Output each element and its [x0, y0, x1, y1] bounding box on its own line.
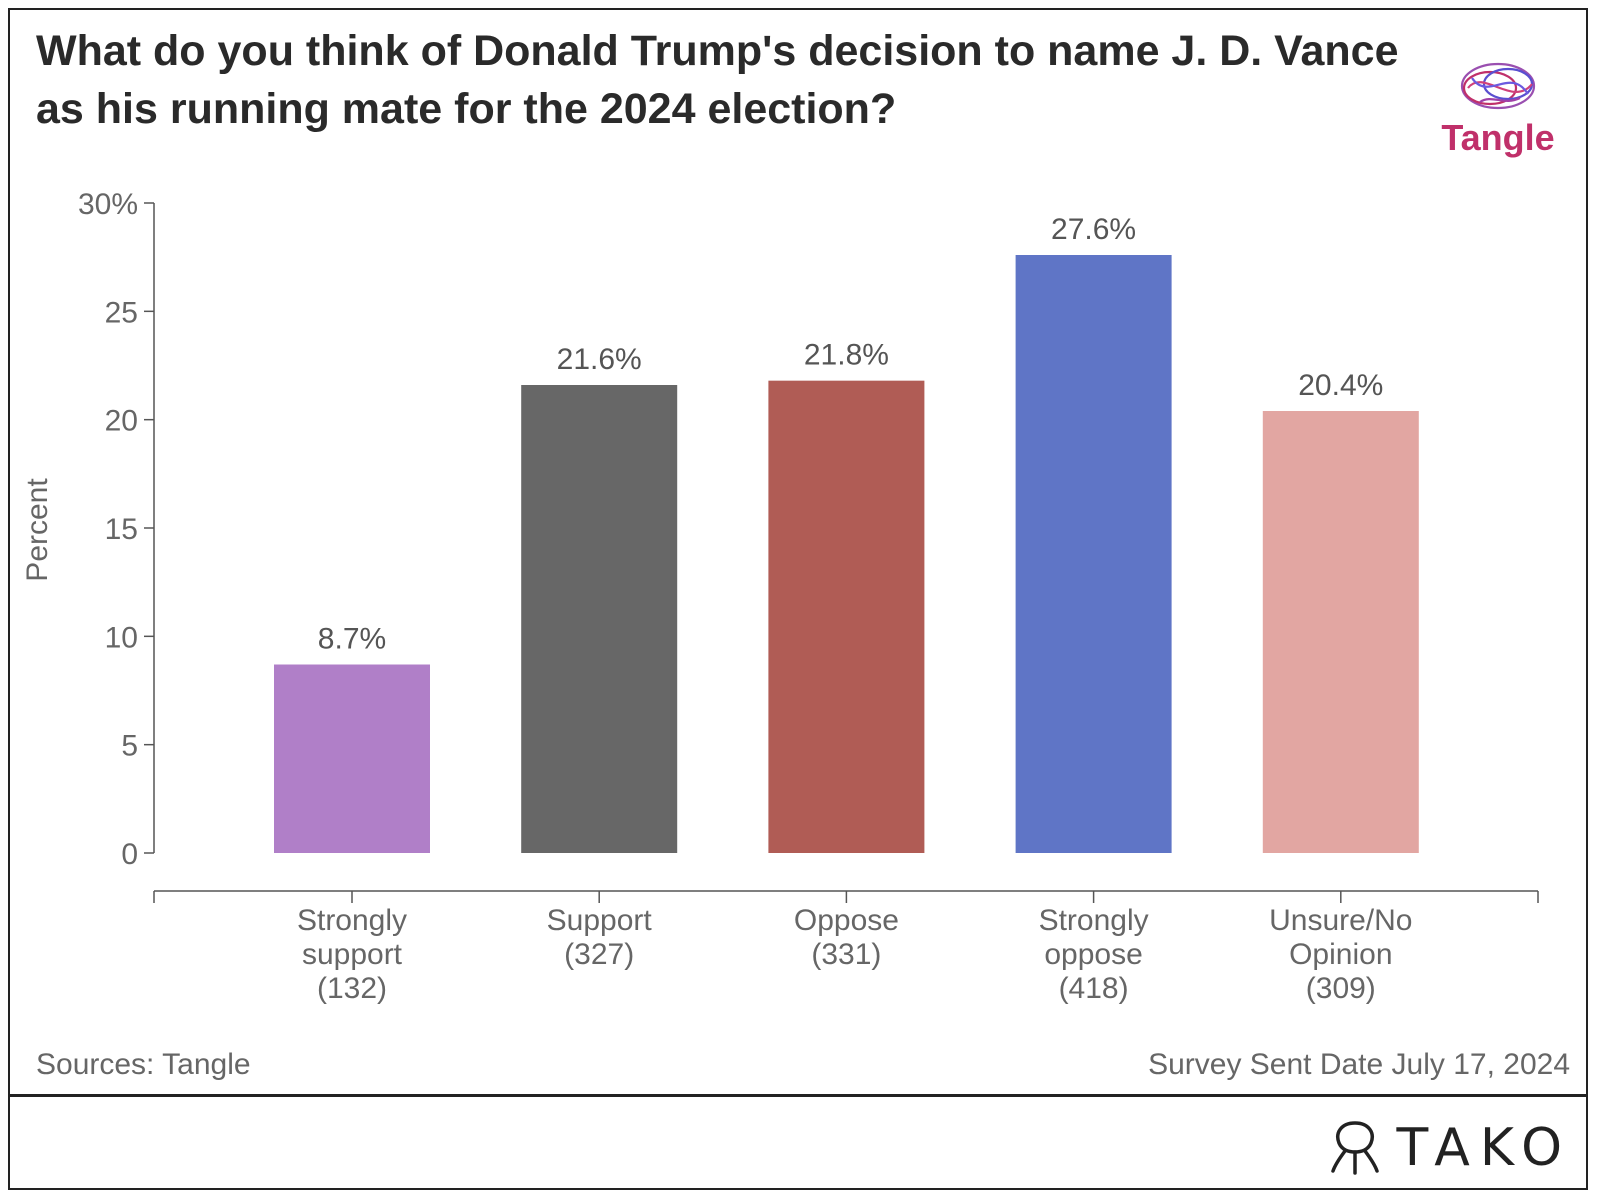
y-tick-label: 25: [105, 296, 138, 329]
x-tick-label: Strongly: [1039, 904, 1149, 937]
y-tick-label: 30%: [78, 188, 138, 221]
bar: [1015, 255, 1172, 853]
tangle-logo: Tangle: [1428, 58, 1570, 168]
y-tick-label: 20: [105, 405, 138, 438]
data-label: 21.8%: [804, 339, 889, 372]
data-label: 20.4%: [1298, 369, 1383, 402]
bars: [274, 255, 1419, 853]
axes: 0 5 10 15 20 25 30% Percent: [21, 188, 1539, 903]
tako-brand-text: TAKO: [1396, 1118, 1572, 1178]
tako-octopus-icon: [1330, 1121, 1379, 1175]
y-tick-label: 10: [105, 621, 138, 654]
tako-brand: TAKO: [1329, 1118, 1572, 1178]
survey-date: Survey Sent Date July 17, 2024: [1148, 1048, 1570, 1081]
chart-title: What do you think of Donald Trump's deci…: [36, 27, 1399, 133]
data-label: 27.6%: [1051, 213, 1136, 246]
x-tick-label: (132): [317, 972, 387, 1005]
y-axis-title: Percent: [21, 478, 54, 582]
x-tick-label: (418): [1059, 972, 1129, 1005]
labels: 8.7%Stronglysupport(132)21.6%Support(327…: [297, 213, 1413, 1005]
x-tick-label: Support: [547, 904, 653, 937]
data-label: 21.6%: [557, 343, 642, 376]
x-tick-label: support: [302, 938, 403, 971]
x-tick-label: Oppose: [794, 904, 899, 937]
y-tick-label: 0: [121, 838, 138, 871]
data-label: 8.7%: [318, 623, 386, 656]
x-tick-label: (327): [564, 938, 634, 971]
x-tick-label: (331): [811, 938, 881, 971]
bar: [768, 380, 925, 853]
tangle-logo-text: Tangle: [1441, 117, 1554, 158]
tangle-brain-icon: Tangle: [1441, 62, 1555, 158]
y-tick-label: 15: [105, 513, 138, 546]
bar: [274, 664, 430, 853]
bar: [1262, 411, 1419, 853]
bar: [521, 385, 678, 853]
x-tick-label: Unsure/No: [1269, 904, 1412, 937]
x-tick-label: Strongly: [297, 904, 407, 937]
x-tick-label: Opinion: [1289, 938, 1392, 971]
x-tick-label: (309): [1306, 972, 1376, 1005]
footer-divider: [8, 1094, 1588, 1097]
source-note: Sources: Tangle: [36, 1048, 251, 1081]
y-tick-label: 5: [121, 730, 138, 763]
x-tick-label: oppose: [1044, 938, 1142, 971]
